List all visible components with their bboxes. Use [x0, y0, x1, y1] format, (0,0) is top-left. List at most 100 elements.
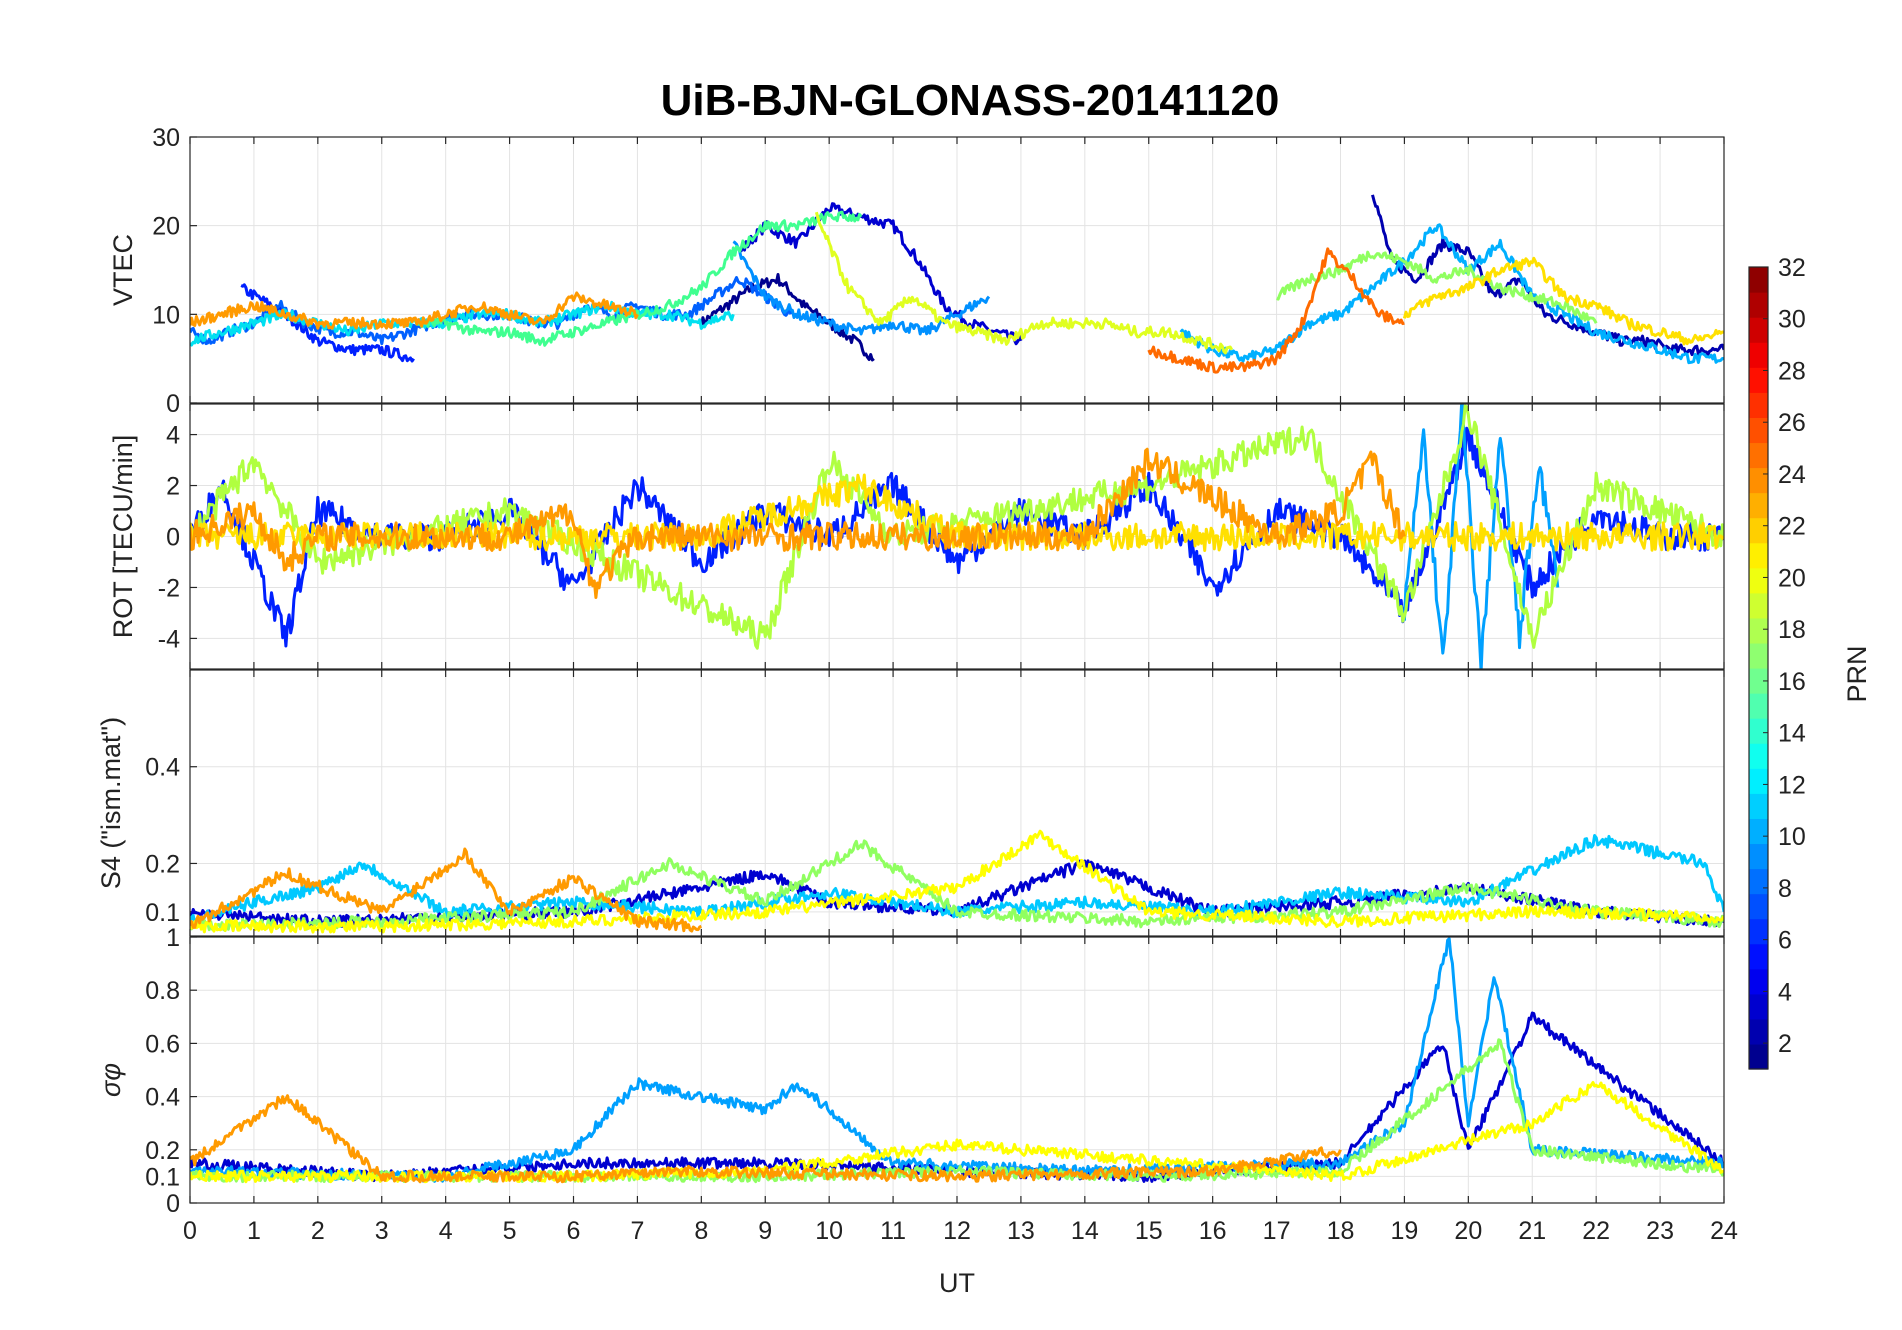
colorbar-band [1749, 642, 1768, 669]
colorbar-band [1749, 392, 1768, 418]
series-line-prn-15 [413, 210, 863, 347]
chart-title: UiB-BJN-GLONASS-20141120 [661, 76, 1280, 125]
colorbar-band [1749, 467, 1768, 494]
colorbar-tick-label: 24 [1778, 461, 1806, 489]
y-tick-label: 0.1 [145, 1163, 180, 1191]
panel-s4: 0.1 0.2 0.4 S4 ("ism.mat") [96, 669, 1725, 937]
colorbar-band [1749, 818, 1768, 845]
colorbar-band [1749, 342, 1768, 368]
y-tick-label: 0.1 [145, 899, 180, 927]
colorbar-band [1749, 1043, 1768, 1070]
x-tick-label: 20 [1454, 1217, 1482, 1245]
series-line-prn-23 [190, 847, 702, 933]
x-tick-label: 17 [1263, 1217, 1291, 1245]
y-axis-label: VTEC [108, 234, 138, 306]
x-tick-label: 3 [375, 1217, 389, 1245]
colorbar-tick-label: 8 [1778, 875, 1792, 903]
y-tick-label: 20 [152, 213, 180, 241]
series-group [190, 829, 1724, 934]
x-axis-label: UT [939, 1268, 975, 1298]
x-tick-label: 11 [880, 1217, 906, 1245]
colorbar-band [1749, 693, 1768, 719]
colorbar-tick-label: 28 [1778, 357, 1806, 385]
y-tick-label: 0 [166, 1190, 180, 1218]
series-line-prn-11 [1179, 223, 1724, 365]
x-tick-label: 22 [1582, 1217, 1610, 1245]
colorbar-band [1749, 768, 1768, 794]
colorbar-label: PRN [1842, 645, 1872, 702]
x-tick-label: 10 [815, 1217, 843, 1245]
colorbar-band [1749, 492, 1768, 519]
y-axis-label: σφ [96, 1063, 126, 1097]
y-tick-label: 0.4 [145, 1084, 180, 1112]
x-tick-label: 24 [1710, 1217, 1738, 1245]
colorbar-band [1749, 367, 1768, 393]
colorbar-band [1749, 267, 1768, 293]
colorbar-tick-label: 10 [1778, 823, 1806, 851]
colorbar-band [1749, 1018, 1768, 1045]
series-group [190, 404, 1724, 669]
x-tick-label: 15 [1135, 1217, 1163, 1245]
y-tick-label: 0.8 [145, 977, 180, 1005]
x-tick-label: 2 [311, 1217, 325, 1245]
colorbar-band [1749, 718, 1768, 744]
colorbar-band [1749, 668, 1768, 694]
x-tick-label: 12 [943, 1217, 971, 1245]
y-tick-label: 30 [152, 124, 180, 152]
series-line-prn-3 [738, 202, 1023, 346]
panel-vtec: 0 10 20 30 VTEC [108, 124, 1725, 418]
y-tick-label: 2 [166, 473, 180, 501]
y-tick-label: 0.2 [145, 1137, 180, 1165]
colorbar-band [1749, 968, 1768, 995]
colorbar-band [1749, 567, 1768, 594]
x-tick-label: 5 [503, 1217, 517, 1245]
y-tick-label: 0 [166, 524, 180, 552]
colorbar-tick-label: 20 [1778, 564, 1806, 592]
x-tick-label: 18 [1327, 1217, 1355, 1245]
x-tick-label: 8 [694, 1217, 708, 1245]
series-group [190, 194, 1724, 374]
series-line-prn-24 [1147, 247, 1405, 374]
x-tick-label: 9 [758, 1217, 772, 1245]
series-line-prn-17 [1276, 250, 1598, 324]
colorbar-band [1749, 517, 1768, 544]
y-tick-label: -4 [158, 625, 180, 653]
x-tick-label: 7 [630, 1217, 644, 1245]
x-tick-label: 14 [1071, 1217, 1099, 1245]
series-line-prn-4 [240, 283, 415, 363]
colorbar-tick-label: 16 [1778, 668, 1806, 696]
colorbar-band [1749, 843, 1768, 870]
y-tick-label: 0.2 [145, 850, 180, 878]
series-line-prn-9 [732, 240, 991, 336]
y-tick-label: 0.6 [145, 1030, 180, 1058]
panel-rot: -4 -2 0 2 4 ROT [TECU/min] [108, 403, 1725, 670]
colorbar-band [1749, 292, 1768, 318]
colorbar-band [1749, 993, 1768, 1020]
colorbar-band [1749, 542, 1768, 569]
colorbar-band [1749, 918, 1768, 945]
x-tick-label: 0 [183, 1217, 197, 1245]
colorbar-frame [1748, 266, 1769, 1070]
series-line-prn-21 [1402, 256, 1724, 346]
x-tick-label: 6 [567, 1217, 581, 1245]
x-tick-label: 21 [1518, 1217, 1546, 1245]
colorbar-band [1749, 893, 1768, 920]
colorbar-tick-label: 18 [1778, 616, 1806, 644]
colorbar-band [1749, 743, 1768, 769]
y-tick-label: 0 [166, 390, 180, 418]
series-line-prn-23 [190, 1094, 1342, 1184]
colorbar-band [1749, 793, 1768, 819]
x-tick-label: 13 [1007, 1217, 1035, 1245]
x-tick-label: 1 [247, 1217, 261, 1245]
colorbar-tick-label: 2 [1778, 1030, 1792, 1058]
series-line-prn-23 [190, 447, 1406, 599]
colorbar-band [1749, 617, 1768, 644]
colorbar-tick-label: 12 [1778, 771, 1806, 799]
y-tick-label: 1 [166, 924, 180, 952]
colorbar-tick-label: 6 [1778, 927, 1792, 955]
colorbar-band [1749, 943, 1768, 970]
colorbar-tick-label: 4 [1778, 978, 1792, 1006]
y-axis-label: ROT [TECU/min] [108, 435, 138, 639]
colorbar-band [1749, 317, 1768, 343]
